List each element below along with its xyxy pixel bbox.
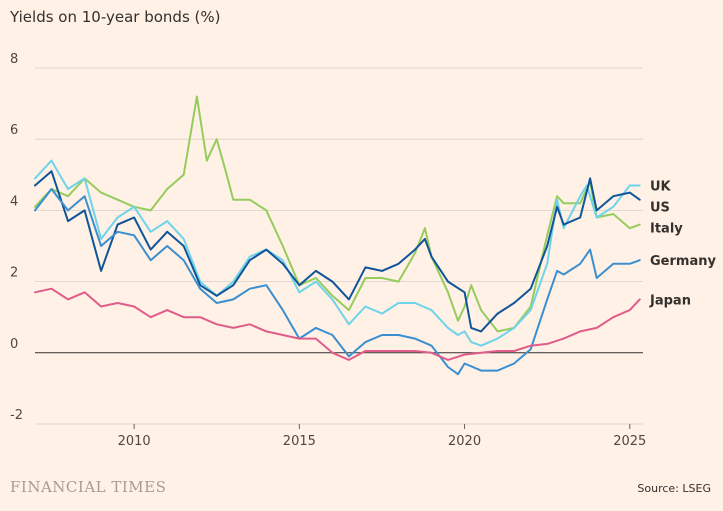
series-lines [34,95,641,376]
series-labels: UK US Italy Germany Japan [649,179,716,308]
series-label-us: US [650,200,670,215]
publisher-logo: FINANCIAL TIMES [10,478,167,496]
source-note: Source: LSEG [637,482,711,495]
x-tick-label: 2010 [118,434,151,449]
chart-title: Yields on 10-year bonds (%) [10,8,221,26]
y-tick-label: 2 [10,266,18,281]
series-line-uk [34,159,641,347]
y-axis-ticks: -2 0 2 4 6 8 [10,52,23,423]
series-line-italy [34,95,641,333]
y-tick-label: 0 [10,337,18,352]
series-label-uk: UK [650,179,672,194]
x-tick-label: 2020 [448,434,481,449]
y-tick-label: -2 [10,408,23,423]
series-label-germany: Germany [650,254,716,269]
series-label-japan: Japan [649,293,691,308]
series-line-japan [34,287,641,361]
series-line-us [34,170,641,333]
x-axis-ticks: 2010 2015 2020 2025 [118,424,646,449]
y-tick-label: 4 [10,194,18,209]
series-label-italy: Italy [650,221,683,236]
series-line-germany [34,188,641,376]
y-tick-label: 8 [10,52,18,67]
y-tick-label: 6 [10,123,18,138]
gridlines [35,67,643,425]
x-tick-label: 2025 [613,434,646,449]
x-tick-label: 2015 [283,434,316,449]
